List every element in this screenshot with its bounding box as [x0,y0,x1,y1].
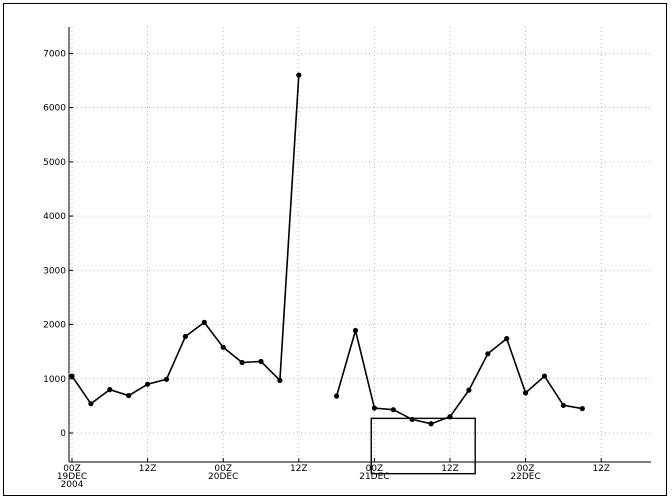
y-tick-label: 1000 [43,375,66,385]
plot-axes [68,27,651,463]
data-point [523,390,529,396]
grid-lines [69,27,651,462]
chart-frame [3,3,667,496]
data-point [201,319,207,325]
data-point [485,351,491,357]
data-point [277,377,283,383]
x-tick-label: 00Z [63,464,81,474]
data-point [258,358,264,365]
x-tick-label: 20DEC [208,472,238,482]
x-tick-label: 00Z [517,464,535,474]
y-tick-label: 3000 [43,266,66,276]
highlight-box [370,417,476,475]
data-point [220,344,226,350]
series-line [71,75,300,405]
x-tick-label: 12Z [441,464,459,474]
data-point [163,376,170,382]
data-point [69,373,75,379]
data-point [107,387,113,393]
x-tick-label: 00Z [366,464,384,474]
data-point [88,401,94,407]
y-tick-label: 5000 [43,158,66,168]
y-axis-ticks: 0 1000 2000 3000 4000 5000 6000 7000 [43,49,73,439]
series-lines [71,75,583,425]
series-points [69,72,585,427]
x-tick-label: 12Z [290,464,308,474]
data-point [409,416,415,423]
data-point [145,381,151,387]
data-point [126,392,132,399]
data-point [560,402,567,408]
data-point [504,336,510,342]
y-tick-label: 6000 [43,104,66,114]
x-tick-label: 00Z [214,464,232,474]
y-tick-label: 0 [60,429,66,439]
data-point [334,393,340,399]
x-tick-label: 2004 [61,480,84,490]
data-point [466,387,472,393]
data-point [390,407,396,413]
annotations [370,417,476,475]
data-point [182,333,188,340]
y-tick-label: 7000 [43,49,66,59]
x-tick-label: 22DEC [510,472,540,482]
series-line [335,327,583,425]
x-tick-label: 19DEC [57,472,87,482]
data-point [296,72,302,78]
data-point [428,421,434,427]
data-point [579,405,585,412]
y-tick-label: 4000 [43,212,66,222]
x-tick-label: 12Z [139,464,157,474]
y-tick-label: 2000 [43,321,66,331]
data-point [239,359,245,366]
data-point [352,327,359,334]
data-point [371,405,377,411]
x-tick-label: 12Z [592,464,610,474]
x-tick-label: 21DEC [359,472,389,482]
data-point [541,373,548,379]
